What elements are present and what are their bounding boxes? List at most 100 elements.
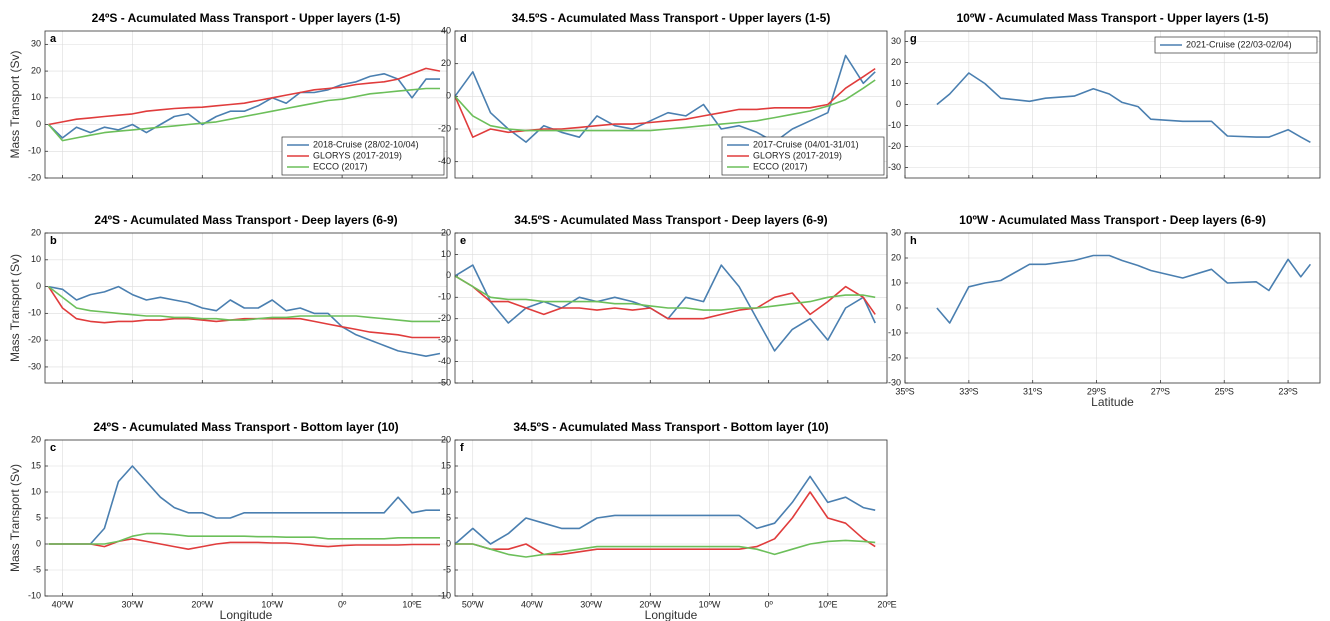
y-tick-label: -40 — [438, 156, 451, 166]
y-tick-label: 10 — [441, 249, 451, 259]
series-line — [454, 54, 876, 143]
y-tick-label: 0 — [36, 281, 41, 291]
y-tick-label: 10 — [441, 486, 451, 496]
panel-title: 34.5ºS - Acumulated Mass Transport - Upp… — [512, 11, 831, 25]
x-tick-label: 25ºS — [1215, 386, 1234, 396]
y-tick-label: 15 — [441, 460, 451, 470]
series-line — [454, 79, 876, 132]
legend-label: 2021-Cruise (22/03-02/04) — [1186, 39, 1292, 49]
y-tick-label: -40 — [438, 356, 451, 366]
panel-title: 24ºS - Acumulated Mass Transport - Upper… — [92, 11, 401, 25]
y-axis-label: Mass Transport (Sv) — [8, 464, 22, 572]
y-tick-label: 10 — [891, 78, 901, 88]
y-tick-label: 20 — [441, 434, 451, 444]
y-axis-label: Mass Transport (Sv) — [8, 254, 22, 362]
y-tick-label: -20 — [438, 313, 451, 323]
panel-label: a — [50, 33, 57, 45]
x-tick-label: 40ºW — [521, 599, 543, 609]
series-line — [454, 475, 876, 545]
y-tick-label: -10 — [888, 327, 901, 337]
y-tick-label: 0 — [446, 91, 451, 101]
legend-label: ECCO (2017) — [753, 161, 808, 171]
y-tick-label: 10 — [891, 277, 901, 287]
x-tick-label: 10ºW — [699, 599, 721, 609]
panel-label: b — [50, 235, 57, 247]
y-tick-label: -5 — [443, 564, 451, 574]
y-tick-label: -20 — [888, 352, 901, 362]
y-axis-label: Mass Transport (Sv) — [8, 50, 22, 158]
panel: -10 -5 0 5 10 15 20 40ºW 30ºW 20ºW 10ºW 0º 10ºE 24ºS … — [8, 420, 448, 621]
panel: -30 -20 -10 0 10 20 30 10ºW - Acumulated Mass T… — [888, 11, 1321, 179]
y-tick-label: -20 — [888, 141, 901, 151]
panel: -10 -5 0 5 10 15 20 50ºW 40ºW 30ºW 20ºW 10ºW 0º 10ºE 2… — [438, 420, 897, 621]
panel: -40 -20 0 20 40 34.5ºS - Acumulated Mass Tran… — [438, 11, 888, 179]
y-tick-label: -30 — [888, 162, 901, 172]
x-axis-label: Longitude — [220, 608, 273, 621]
y-tick-label: -20 — [438, 123, 451, 133]
series-line — [48, 67, 441, 126]
series-line — [936, 254, 1312, 324]
y-tick-label: -10 — [28, 146, 41, 156]
y-tick-label: -10 — [438, 590, 451, 600]
y-tick-label: 20 — [891, 57, 901, 67]
y-tick-label: 5 — [36, 512, 41, 522]
series-line — [48, 465, 440, 545]
panel: -30 -20 -10 0 10 20 24ºS - Acumulated Mass Tra… — [8, 213, 448, 384]
y-tick-label: 10 — [31, 92, 41, 102]
x-tick-label: 33ºS — [959, 386, 978, 396]
x-tick-label: 20ºW — [191, 599, 213, 609]
plot-frame — [44, 439, 448, 597]
y-tick-label: 30 — [891, 227, 901, 237]
panel-label: f — [460, 442, 464, 454]
x-tick-label: 40ºW — [52, 599, 74, 609]
legend-box — [1154, 36, 1318, 54]
plot-frame — [904, 232, 1321, 384]
series-line — [47, 87, 440, 142]
y-tick-label: -30 — [888, 377, 901, 387]
y-tick-label: -20 — [28, 172, 41, 182]
legend-label: ECCO (2017) — [313, 161, 368, 171]
x-tick-label: 20ºE — [877, 599, 896, 609]
panel-label: g — [910, 33, 917, 45]
x-axis-label: Longitude — [645, 608, 698, 621]
series-line — [47, 73, 440, 139]
y-tick-label: 0 — [896, 302, 901, 312]
y-tick-label: 0 — [446, 270, 451, 280]
y-tick-label: 0 — [36, 538, 41, 548]
series-line — [47, 286, 440, 339]
panel: -30 -20 -10 0 10 20 30 35ºS 33ºS 31ºS 29ºS 27ºS 25ºS… — [888, 213, 1321, 409]
x-tick-label: 20ºW — [639, 599, 661, 609]
x-tick-label: 27ºS — [1151, 386, 1170, 396]
plot-frame — [454, 439, 888, 597]
panel-title: 34.5ºS - Acumulated Mass Transport - Bot… — [513, 420, 828, 434]
y-tick-label: 20 — [441, 58, 451, 68]
y-tick-label: -20 — [28, 335, 41, 345]
legend-label: 2017-Cruise (04/01-31/01) — [753, 139, 859, 149]
plot-frame — [454, 232, 888, 384]
panel-label: d — [460, 33, 467, 45]
y-tick-label: 20 — [31, 434, 41, 444]
series-line — [455, 539, 876, 558]
x-tick-label: 23ºS — [1278, 386, 1297, 396]
y-tick-label: -30 — [28, 361, 41, 371]
y-tick-label: 20 — [31, 227, 41, 237]
plot-frame — [44, 30, 448, 179]
plot-frame — [454, 30, 888, 179]
y-tick-label: -10 — [888, 120, 901, 130]
panel: -20 -10 0 10 20 30 24ºS - Acumulated Mass Tran… — [8, 11, 448, 182]
panel: -50 -40 -30 -20 -10 0 10 20 34.5ºS - Acumulated … — [438, 213, 888, 387]
series-line — [48, 532, 440, 545]
x-tick-label: 0º — [338, 599, 347, 609]
series-line — [454, 275, 876, 320]
x-tick-label: 10ºE — [818, 599, 837, 609]
y-tick-label: 30 — [31, 39, 41, 49]
panel-title: 24ºS - Acumulated Mass Transport - Deep … — [94, 213, 397, 227]
y-tick-label: 40 — [441, 25, 451, 35]
y-tick-label: 0 — [36, 119, 41, 129]
panel-title: 34.5ºS - Acumulated Mass Transport - Dee… — [514, 213, 827, 227]
plot-frame — [44, 232, 448, 384]
panel-title: 10ºW - Acumulated Mass Transport - Upper… — [956, 11, 1268, 25]
plot-frame — [904, 30, 1321, 179]
series-line — [455, 491, 876, 556]
